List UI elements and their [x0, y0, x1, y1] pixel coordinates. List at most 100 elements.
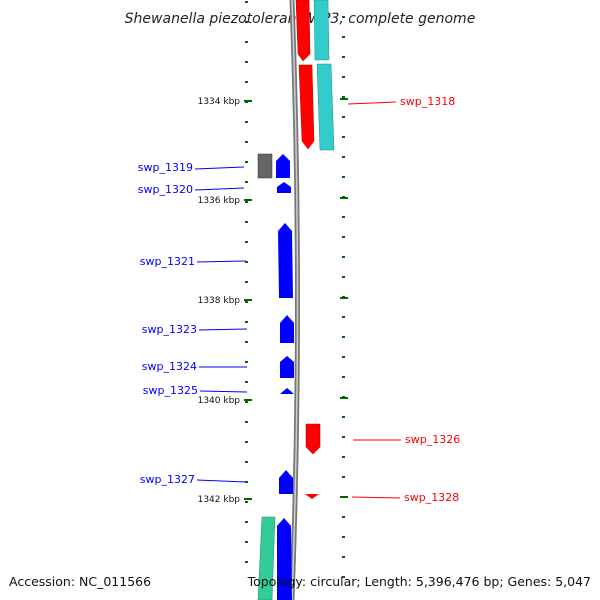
minor-tick: [342, 316, 345, 318]
minor-tick: [342, 176, 345, 178]
minor-tick: [342, 256, 345, 258]
minor-tick: [245, 401, 248, 403]
gene-feature-red-top[interactable]: [295, 0, 311, 62]
minor-tick: [342, 456, 345, 458]
minor-tick: [245, 81, 248, 83]
gene-leader-line: [198, 328, 248, 331]
minor-tick: [245, 61, 248, 63]
gene-feature-swp_1320[interactable]: [277, 182, 291, 193]
topology-text: Topology: circular; Length: 5,396,476 bp…: [247, 574, 591, 589]
minor-tick: [342, 336, 345, 338]
gene-feature-swp_1323[interactable]: [280, 315, 294, 343]
minor-tick: [245, 381, 248, 383]
major-tick-left: [244, 100, 252, 102]
minor-tick: [245, 321, 248, 323]
minor-tick: [245, 41, 248, 43]
gene-feature-swp_1327[interactable]: [279, 470, 293, 494]
gene-labels: swp_1318 swp_1319 swp_1320 swp_1321 swp_1323…: [138, 95, 460, 504]
minor-tick: [342, 16, 345, 18]
minor-tick: [245, 201, 248, 203]
gene-leader-line: [351, 496, 401, 499]
minor-tick: [342, 376, 345, 378]
minor-tick: [245, 221, 248, 223]
major-tick-left: [244, 199, 252, 201]
gene-features: [257, 0, 335, 600]
gene-label-swp_1327[interactable]: swp_1327: [140, 473, 195, 486]
gene-label-swp_1323[interactable]: swp_1323: [142, 323, 197, 336]
gene-feature-swp_1318[interactable]: [298, 64, 315, 150]
gene-label-swp_1325[interactable]: swp_1325: [143, 384, 198, 397]
minor-tick: [245, 461, 248, 463]
minor-tick: [342, 116, 345, 118]
major-tick-left: [244, 399, 252, 401]
major-tick-left: [244, 498, 252, 500]
major-tick-left: [244, 299, 252, 301]
minor-tick: [342, 96, 345, 98]
gene-feature-cyan-top[interactable]: [313, 0, 330, 61]
minor-tick: [245, 501, 248, 503]
gene-feature-swp_1324[interactable]: [280, 356, 294, 378]
tick-label: 1338 kbp: [198, 296, 241, 306]
gene-feature-swp_1326[interactable]: [305, 423, 321, 455]
minor-tick: [342, 76, 345, 78]
gene-label-swp_1320[interactable]: swp_1320: [138, 183, 193, 196]
minor-tick: [245, 141, 248, 143]
minor-tick: [245, 441, 248, 443]
major-tick-right: [340, 297, 348, 299]
minor-tick: [245, 301, 248, 303]
minor-tick: [245, 281, 248, 283]
minor-tick: [245, 481, 248, 483]
minor-tick: [342, 156, 345, 158]
minor-tick: [245, 121, 248, 123]
minor-tick: [342, 436, 345, 438]
minor-tick: [245, 261, 248, 263]
major-tick-right: [340, 397, 348, 399]
tick-label: 1340 kbp: [198, 396, 241, 406]
minor-tick: [245, 361, 248, 363]
backbone-arc-highlight: [291, 0, 299, 600]
gene-leader-line: [199, 390, 248, 393]
gene-label-swp_1326[interactable]: swp_1326: [405, 433, 460, 446]
major-tick-right: [340, 496, 348, 498]
gene-feature-swp_1321[interactable]: [278, 223, 293, 298]
tick-label: 1334 kbp: [198, 97, 241, 107]
gene-label-swp_1318[interactable]: swp_1318: [400, 95, 455, 108]
gene-feature-swp_1328[interactable]: [305, 494, 319, 499]
minor-tick: [342, 356, 345, 358]
minor-tick: [342, 276, 345, 278]
gene-leader-line: [194, 166, 245, 170]
minor-tick: [245, 421, 248, 423]
minor-tick: [342, 36, 345, 38]
gene-label-swp_1324[interactable]: swp_1324: [142, 360, 197, 373]
major-tick-right: [340, 197, 348, 199]
gene-label-swp_1328[interactable]: swp_1328: [404, 491, 459, 504]
minor-tick: [342, 536, 345, 538]
gene-feature-swp_1319[interactable]: [276, 154, 290, 178]
gene-feature-cyan-swp_1318[interactable]: [316, 63, 335, 151]
tick-label: 1336 kbp: [198, 196, 241, 206]
major-tick-right: [340, 98, 348, 100]
minor-tick: [342, 236, 345, 238]
minor-tick: [245, 241, 248, 243]
gene-feature-swp_1325[interactable]: [280, 388, 294, 394]
minor-tick: [245, 561, 248, 563]
minor-tick: [342, 556, 345, 558]
minor-tick: [245, 21, 248, 23]
gene-label-swp_1321[interactable]: swp_1321: [140, 255, 195, 268]
gene-feature-swp_1319-gray[interactable]: [257, 153, 273, 179]
tick-label: 1342 kbp: [198, 495, 241, 505]
gene-feature-blue-bottom[interactable]: [277, 518, 292, 600]
minor-tick: [245, 181, 248, 183]
minor-tick: [342, 476, 345, 478]
gene-feature-green-bottom[interactable]: [257, 516, 276, 600]
gene-label-swp_1319[interactable]: swp_1319: [138, 161, 193, 174]
minor-tick: [342, 56, 345, 58]
major-ticks: 1334 kbp 1336 kbp 1338 kbp 1340 kbp 1342 kbp: [198, 97, 348, 505]
accession-text: Accession: NC_011566: [9, 574, 151, 589]
minor-tick: [245, 1, 248, 3]
minor-tick: [342, 576, 345, 578]
gene-leader-line: [196, 260, 247, 263]
gene-leader-line: [347, 101, 397, 105]
minor-tick: [342, 416, 345, 418]
minor-tick: [245, 521, 248, 523]
